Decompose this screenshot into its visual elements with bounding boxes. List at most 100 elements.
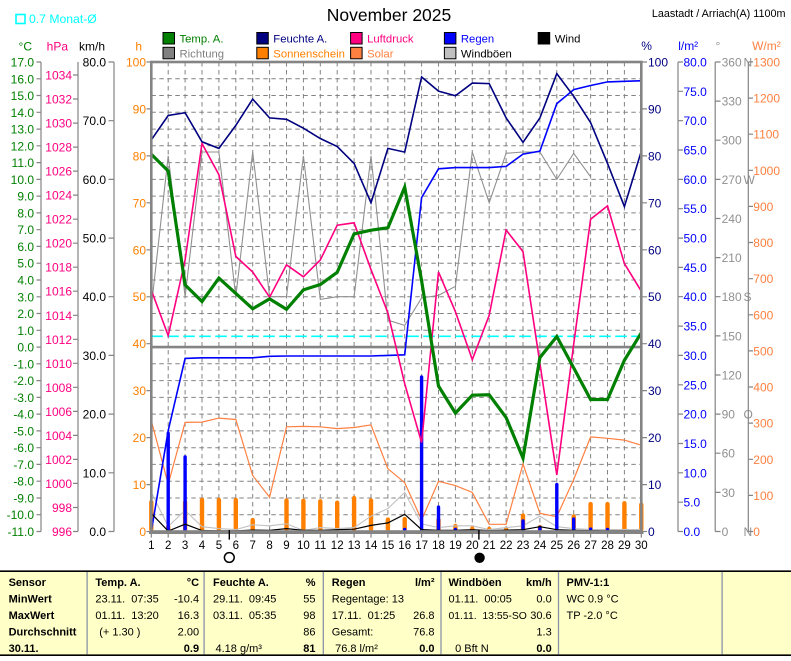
svg-text:25.0: 25.0: [684, 378, 708, 392]
svg-text:1006: 1006: [45, 405, 72, 419]
svg-text:1100: 1100: [753, 128, 779, 142]
svg-text:1018: 1018: [45, 261, 72, 275]
svg-text:0.7 Monat-Ø: 0.7 Monat-Ø: [29, 12, 97, 26]
svg-text:22: 22: [500, 540, 513, 552]
svg-text:65.0: 65.0: [684, 144, 708, 158]
svg-text:-2.0: -2.0: [13, 374, 34, 388]
svg-text:300: 300: [753, 417, 773, 431]
svg-text:Gesamt:: Gesamt:: [332, 626, 374, 638]
svg-text:Durchschnitt: Durchschnitt: [9, 626, 77, 638]
svg-text:30: 30: [635, 540, 648, 552]
svg-text:700: 700: [753, 272, 773, 286]
svg-text:MaxWert: MaxWert: [9, 610, 55, 622]
svg-text:12.0: 12.0: [11, 139, 35, 153]
svg-text:80.0: 80.0: [684, 56, 708, 70]
svg-text:150: 150: [722, 329, 742, 343]
svg-text:4.18 g/m³: 4.18 g/m³: [216, 643, 263, 655]
svg-text:Luftdruck: Luftdruck: [367, 34, 414, 46]
svg-text:80: 80: [648, 149, 662, 163]
svg-text:25: 25: [550, 540, 563, 552]
svg-text:40.0: 40.0: [684, 290, 708, 304]
svg-text:1016: 1016: [45, 285, 72, 299]
svg-text:20.0: 20.0: [83, 408, 107, 422]
svg-text:1026: 1026: [45, 165, 72, 179]
svg-text:28: 28: [601, 540, 614, 552]
svg-text:1000: 1000: [45, 477, 72, 491]
svg-text:1032: 1032: [45, 93, 72, 107]
svg-text:29.11. 09:45: 29.11. 09:45: [213, 593, 276, 605]
svg-text:1034: 1034: [45, 69, 72, 83]
svg-text:l/m²: l/m²: [415, 577, 435, 589]
svg-text:14: 14: [365, 540, 378, 552]
svg-text:15.0: 15.0: [684, 437, 708, 451]
svg-text:1: 1: [148, 540, 154, 552]
svg-text:-3.0: -3.0: [13, 391, 34, 405]
svg-text:WC 0.9 °C: WC 0.9 °C: [567, 593, 619, 605]
svg-text:0.0: 0.0: [89, 525, 106, 539]
svg-text:60.0: 60.0: [83, 173, 107, 187]
svg-text:360: 360: [722, 56, 742, 70]
svg-text:7.0: 7.0: [17, 223, 34, 237]
svg-text:11.0: 11.0: [12, 156, 35, 170]
svg-text:TP -2.0 °C: TP -2.0 °C: [567, 610, 618, 622]
svg-text:h: h: [135, 40, 142, 54]
svg-text:N: N: [744, 525, 753, 539]
svg-text:13: 13: [348, 540, 361, 552]
svg-text:-9.0: -9.0: [13, 492, 34, 506]
svg-text:Richtung: Richtung: [180, 48, 225, 60]
svg-text:60: 60: [648, 243, 662, 257]
svg-text:90: 90: [133, 102, 147, 116]
svg-text:6: 6: [233, 540, 239, 552]
svg-text:W: W: [744, 173, 756, 187]
svg-text:20: 20: [466, 540, 479, 552]
svg-text:1024: 1024: [45, 189, 72, 203]
svg-text:5.0: 5.0: [684, 496, 701, 510]
svg-text:5: 5: [216, 540, 222, 552]
svg-text:Laastadt / Arriach(A) 1100m: Laastadt / Arriach(A) 1100m: [652, 8, 786, 20]
svg-text:40: 40: [648, 337, 662, 351]
svg-text:W/m²: W/m²: [752, 39, 781, 53]
svg-text:-4.0: -4.0: [13, 408, 34, 422]
svg-text:MinWert: MinWert: [9, 593, 53, 605]
svg-text:1.3: 1.3: [536, 626, 551, 638]
svg-text:3.0: 3.0: [17, 290, 34, 304]
svg-text:hPa: hPa: [47, 40, 69, 54]
svg-text:30: 30: [648, 384, 662, 398]
svg-text:1012: 1012: [45, 333, 72, 347]
svg-text:-5.0: -5.0: [13, 424, 34, 438]
svg-text:10: 10: [297, 540, 310, 552]
svg-text:75.0: 75.0: [684, 85, 708, 99]
svg-text:7: 7: [249, 540, 255, 552]
svg-text:-7.0: -7.0: [13, 458, 34, 472]
svg-text:Temp. A.: Temp. A.: [95, 577, 140, 589]
svg-text:80.0: 80.0: [83, 56, 107, 70]
svg-text:70: 70: [648, 196, 662, 210]
svg-text:20.0: 20.0: [684, 408, 708, 422]
svg-text:26: 26: [567, 540, 580, 552]
svg-text:50: 50: [133, 290, 147, 304]
svg-text:23: 23: [517, 540, 530, 552]
svg-text:900: 900: [753, 200, 773, 214]
svg-text:30.6: 30.6: [530, 610, 551, 622]
svg-text:Regentage: 13: Regentage: 13: [332, 593, 404, 605]
svg-text:50.0: 50.0: [83, 232, 107, 246]
svg-text:-6.0: -6.0: [13, 441, 34, 455]
svg-text:4: 4: [199, 540, 206, 552]
svg-text:24: 24: [534, 540, 547, 552]
svg-text:0: 0: [753, 525, 760, 539]
svg-text:10: 10: [648, 478, 662, 492]
svg-text:60: 60: [722, 447, 736, 461]
svg-text:30: 30: [722, 486, 736, 500]
svg-text:600: 600: [753, 308, 773, 322]
svg-text:270: 270: [722, 173, 742, 187]
svg-text:km/h: km/h: [526, 577, 552, 589]
svg-text:0.0: 0.0: [684, 525, 701, 539]
svg-text:23.11. 07:35: 23.11. 07:35: [95, 593, 158, 605]
svg-text:240: 240: [722, 212, 742, 226]
svg-text:86: 86: [303, 626, 315, 638]
svg-text:1008: 1008: [45, 381, 72, 395]
svg-text:Regen: Regen: [461, 34, 494, 46]
svg-text:01.11. 00:05: 01.11. 00:05: [449, 593, 512, 605]
svg-text:l/m²: l/m²: [678, 39, 698, 53]
svg-text:5.0: 5.0: [17, 257, 34, 271]
